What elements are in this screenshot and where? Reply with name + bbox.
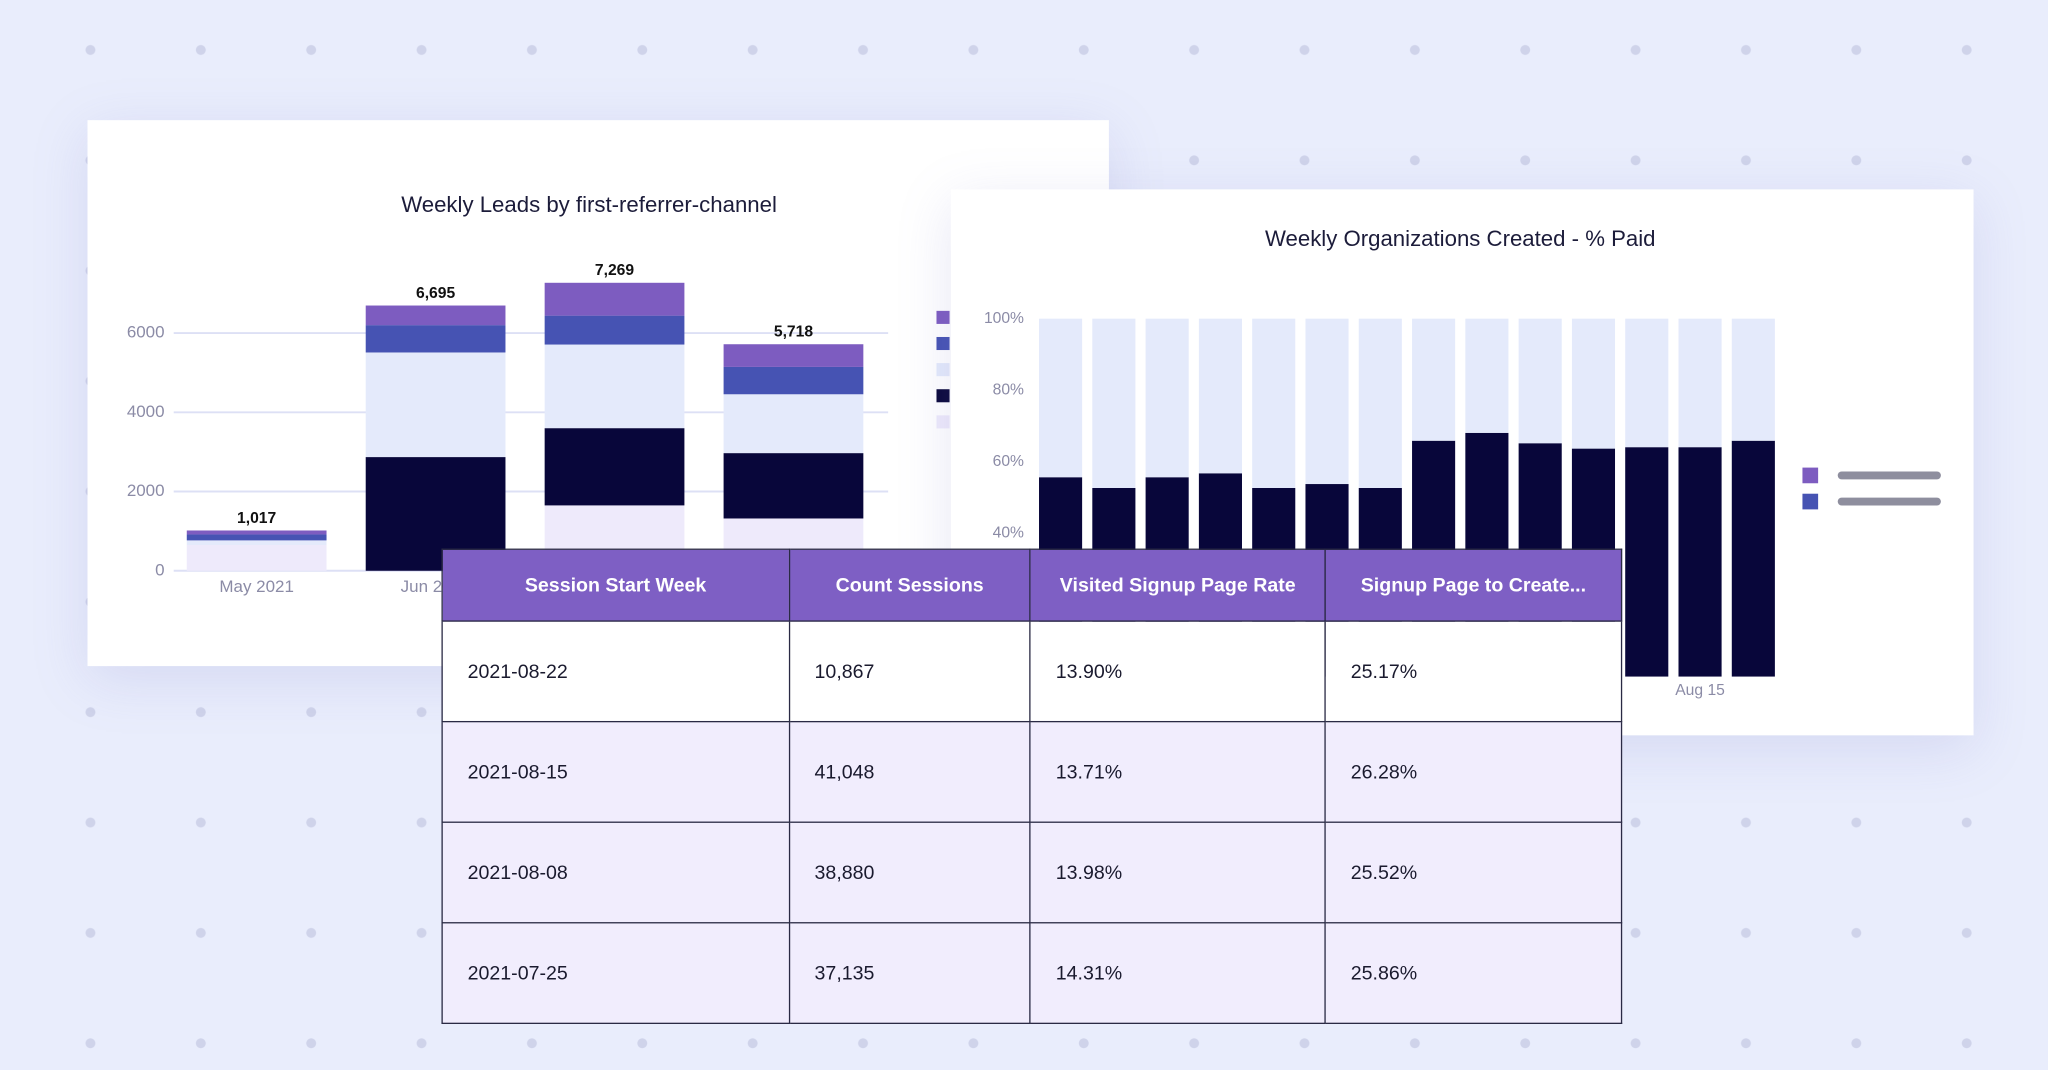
- bar-segment: [186, 534, 327, 541]
- table-header: Session Start Week Count Sessions Visited …: [441, 548, 1623, 622]
- bar-segment: [365, 305, 506, 326]
- bar-segment: [1092, 318, 1136, 488]
- bar-segment: [1198, 318, 1242, 474]
- legend-swatch: [1802, 493, 1819, 510]
- bar-segment: [723, 394, 864, 454]
- table-cell: 2021-08-22: [441, 620, 790, 723]
- legend-swatch: [936, 310, 950, 324]
- bar-segment: [1625, 447, 1669, 677]
- leads-chart: Weekly Leads by first-referrer-channel 0…: [127, 192, 950, 596]
- y-tick-label: 40%: [993, 525, 1024, 542]
- bar-segment: [1518, 318, 1562, 444]
- table-cell: 2021-08-08: [441, 821, 790, 924]
- table-cell: 13.98%: [1029, 821, 1326, 924]
- bar-segment: [1678, 447, 1722, 677]
- bar-segment: [186, 540, 327, 546]
- bar-segment: [365, 325, 506, 353]
- chart-title: Weekly Leads by first-referrer-channel: [401, 192, 777, 217]
- bar-segment: [1252, 318, 1296, 488]
- table-row: 2021-08-08 38,880 13.98% 25.52%: [441, 821, 1623, 924]
- y-tick-label: 0: [155, 560, 164, 579]
- total-label: 6,695: [416, 285, 455, 302]
- y-tick-label: 60%: [993, 453, 1024, 470]
- x-tick-label: May 2021: [219, 577, 294, 596]
- table-cell: 2021-08-15: [441, 720, 790, 823]
- bar-segment: [1731, 318, 1775, 441]
- bar-segment: [1571, 318, 1616, 449]
- bar-segment: [723, 344, 864, 367]
- table-cell: 10,867: [788, 620, 1031, 723]
- table-cell: 13.71%: [1029, 720, 1326, 823]
- table-cell: 13.90%: [1029, 620, 1326, 723]
- total-label: 7,269: [595, 262, 634, 279]
- y-tick-label: 4000: [127, 402, 165, 421]
- bar-segment: [1039, 318, 1083, 478]
- column-header: Session Start Week: [441, 548, 790, 622]
- table-cell: 25.52%: [1324, 821, 1623, 924]
- table-row: 2021-08-15 41,048 13.71% 26.28%: [441, 720, 1623, 823]
- total-label: 5,718: [774, 324, 813, 341]
- bar-segment: [365, 352, 506, 458]
- legend-swatch: [936, 389, 950, 403]
- table-cell: 2021-07-25: [441, 922, 790, 1024]
- bar-segment: [186, 545, 327, 571]
- bar-segment: [1625, 318, 1669, 448]
- bar-segment: [1145, 318, 1189, 478]
- bar-segment: [1358, 318, 1402, 488]
- bar-segment: [723, 366, 864, 395]
- legend-swatch: [1802, 467, 1819, 484]
- y-tick-label: 80%: [993, 381, 1024, 398]
- bar-segment: [1465, 318, 1509, 433]
- y-tick-label: 100%: [984, 310, 1024, 327]
- column-header: Signup Page to Create...: [1324, 548, 1623, 622]
- bar-segment: [1731, 440, 1775, 677]
- bar-segment: [544, 282, 685, 316]
- total-label: 1,017: [237, 510, 276, 527]
- bar-segment: [544, 315, 685, 345]
- column-header: Visited Signup Page Rate: [1029, 548, 1326, 622]
- table-cell: 38,880: [788, 821, 1031, 924]
- bar-segment: [544, 428, 685, 506]
- chart-title: Weekly Organizations Created - % Paid: [1265, 226, 1656, 251]
- bar-segment: [1412, 318, 1456, 441]
- table-row: 2021-08-22 10,867 13.90% 25.17%: [441, 620, 1623, 723]
- y-tick-label: 2000: [127, 481, 165, 500]
- bar-segment: [723, 453, 864, 519]
- column-header: Count Sessions: [788, 548, 1031, 622]
- table-cell: 41,048: [788, 720, 1031, 823]
- table-cell: 25.17%: [1324, 620, 1623, 723]
- bar-segment: [186, 530, 327, 535]
- legend-swatch: [936, 336, 950, 351]
- legend-swatch: [936, 363, 950, 377]
- x-tick-label: Aug 15: [1675, 682, 1725, 699]
- table-row: 2021-07-25 37,135 14.31% 25.86%: [441, 922, 1623, 1024]
- table-cell: 26.28%: [1324, 720, 1623, 823]
- bar-segment: [1678, 318, 1722, 448]
- table-cell: 14.31%: [1029, 922, 1326, 1024]
- legend-swatch: [936, 415, 950, 429]
- table-cell: 25.86%: [1324, 922, 1623, 1024]
- bar-segment: [544, 344, 685, 429]
- table-cell: 37,135: [788, 922, 1031, 1024]
- sessions-table: Session Start Week Count Sessions Visited …: [441, 548, 1623, 1024]
- y-tick-label: 6000: [127, 323, 165, 342]
- bar-segment: [1305, 318, 1349, 485]
